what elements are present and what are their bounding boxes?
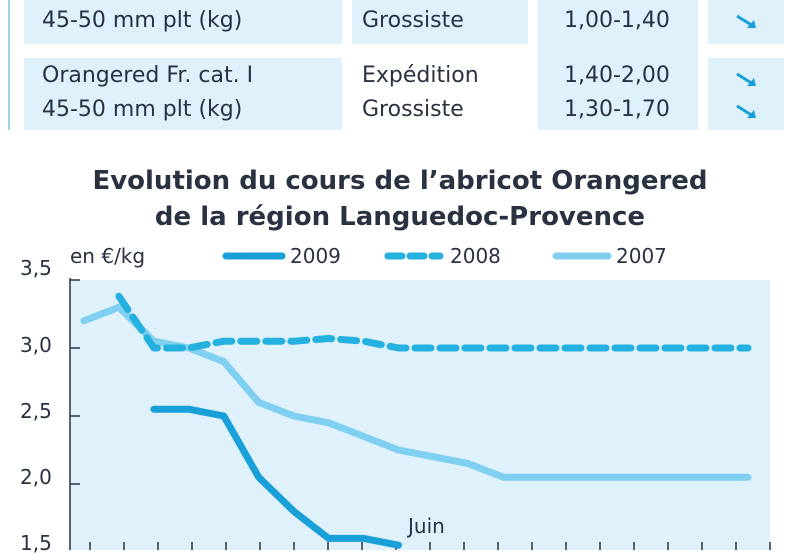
down-right-arrow-icon bbox=[736, 14, 756, 28]
table-left-border bbox=[8, 0, 10, 130]
legend-label-2007: 2007 bbox=[616, 244, 667, 268]
chart-canvas: Juin bbox=[69, 252, 771, 550]
y-tick-label: 3,0 bbox=[20, 333, 52, 357]
price-chart: Evolution du cours de l’abricot Orangere… bbox=[0, 150, 800, 555]
series-line-2009 bbox=[150, 405, 402, 549]
y-tick-label: 2,0 bbox=[20, 465, 52, 489]
cell-bg bbox=[24, 0, 342, 44]
y-axis-unit: en €/kg bbox=[70, 244, 146, 268]
cell-bg bbox=[538, 0, 698, 130]
stage-cell: Grossiste bbox=[362, 97, 464, 122]
series-line-2008 bbox=[115, 292, 752, 352]
price-cell: 1,30-1,70 bbox=[564, 97, 670, 122]
down-right-arrow-icon bbox=[736, 104, 756, 118]
product-cell: Orangered Fr. cat. I bbox=[42, 63, 254, 88]
y-tick-label: 3,5 bbox=[20, 256, 52, 280]
product-cell: 45-50 mm plt (kg) bbox=[42, 8, 243, 33]
annotation-juin: Juin bbox=[406, 514, 445, 538]
cell-bg bbox=[708, 58, 784, 130]
legend-label-2009: 2009 bbox=[290, 244, 341, 268]
stage-cell: Expédition bbox=[362, 63, 479, 88]
y-tick-label: 2,5 bbox=[20, 399, 52, 423]
product-cell: 45-50 mm plt (kg) bbox=[42, 97, 243, 122]
down-right-arrow-icon bbox=[736, 72, 756, 86]
stage-cell: Grossiste bbox=[362, 8, 464, 33]
price-cell: 1,40-2,00 bbox=[564, 63, 670, 88]
price-table: 45-50 mm plt (kg) Grossiste 1,00-1,40 Or… bbox=[0, 0, 800, 130]
plot-background bbox=[70, 280, 770, 550]
cell-bg bbox=[24, 58, 342, 130]
chart-title: Evolution du cours de l’abricot Orangere… bbox=[92, 166, 708, 196]
chart-subtitle: de la région Languedoc-Provence bbox=[154, 202, 646, 232]
legend-label-2008: 2008 bbox=[450, 244, 501, 268]
price-cell: 1,00-1,40 bbox=[564, 8, 670, 33]
cell-bg bbox=[352, 0, 528, 44]
